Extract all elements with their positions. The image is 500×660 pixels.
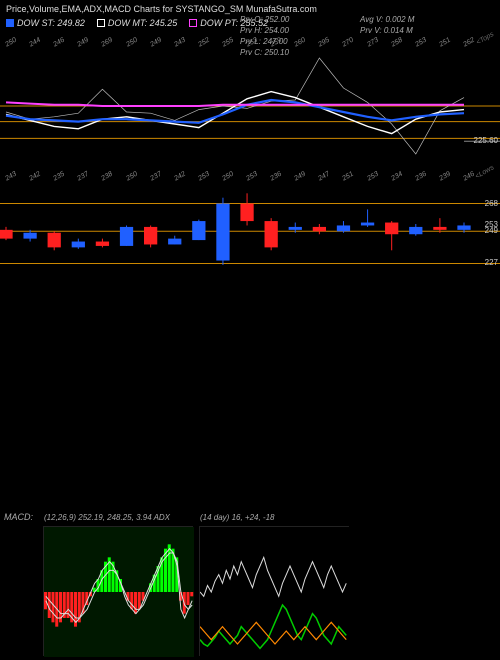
- axis-tick: 255: [221, 37, 235, 49]
- axis-tick: 258: [390, 37, 404, 49]
- axis-tick: 242: [28, 171, 42, 183]
- candle-right-tick: 227: [485, 258, 498, 267]
- axis-tick: 234: [390, 171, 404, 183]
- macd-subtitle: (12,26,9) 252.19, 248.25, 3.94 ADX: [44, 513, 170, 522]
- axis-tick: 244: [28, 37, 42, 49]
- top-axis-1: <Tops 2502442462492692502492432522552532…: [0, 38, 500, 52]
- axis-tick: 239: [438, 171, 452, 183]
- legend-item: DOW ST: 249.82: [6, 18, 85, 28]
- axis-tick: 253: [366, 171, 380, 183]
- candle-right-tick: 249: [485, 226, 498, 235]
- axis-tick: 252: [197, 37, 211, 49]
- axis-tick: 249: [77, 37, 91, 49]
- axis-tick: 246: [52, 37, 66, 49]
- axis-tick: 273: [366, 37, 380, 49]
- axis-tick: 253: [414, 37, 428, 49]
- candle-right-tick: 268: [485, 199, 498, 208]
- axis-tick: 250: [125, 37, 139, 49]
- axis-tick: 249: [294, 171, 308, 183]
- axis-tick: 238: [101, 171, 115, 183]
- candle-chart-area: 268253249227: [0, 186, 500, 281]
- axis-tick: 246: [462, 171, 476, 183]
- ema-chart-area: 225.60: [0, 52, 500, 172]
- axis-tick: 242: [173, 171, 187, 183]
- axis-tick: 251: [342, 171, 356, 183]
- axis-tick: 253: [245, 37, 259, 49]
- axis-tick: 250: [125, 171, 139, 183]
- ema-panel: <Tops 2502442462492692502492432522552532…: [0, 38, 500, 172]
- axis-tick: 269: [101, 37, 115, 49]
- top-axis-2: <Lows 2432422352372382502372422532502532…: [0, 172, 500, 186]
- axis-tick: 253: [197, 171, 211, 183]
- axis-tick: 270: [342, 37, 356, 49]
- axis-tick: 295: [318, 37, 332, 49]
- indicator-row: MACD: (12,26,9) 252.19, 248.25, 3.94 ADX…: [0, 526, 353, 656]
- macd-label: MACD:: [4, 512, 33, 522]
- axis-tick: 236: [269, 171, 283, 183]
- axis-tick: 259: [269, 37, 283, 49]
- axis-tick: 243: [4, 171, 18, 183]
- axis-tick: 251: [438, 37, 452, 49]
- ema-right-tick: 225.60: [474, 136, 498, 145]
- axis-tick: 235: [52, 171, 66, 183]
- chart-title: Price,Volume,EMA,ADX,MACD Charts for SYS…: [6, 4, 494, 14]
- axis-tick: 237: [77, 171, 91, 183]
- candle-panel: <Lows 2432422352372382502372422532502532…: [0, 172, 500, 281]
- axis-tick: 237: [149, 171, 163, 183]
- macd-chart: (12,26,9) 252.19, 248.25, 3.94 ADX: [43, 526, 193, 656]
- axis-tick: 243: [173, 37, 187, 49]
- axis-tick: 236: [414, 171, 428, 183]
- adx-chart: (14 day) 16, +24, -18: [199, 526, 349, 656]
- volume-info: Avg V: 0.002 MPrv V: 0.014 M: [360, 14, 414, 36]
- adx-subtitle: (14 day) 16, +24, -18: [200, 513, 275, 522]
- axis-tick: 260: [294, 37, 308, 49]
- axis-tick: 250: [221, 171, 235, 183]
- axis-tick: 262: [462, 37, 476, 49]
- legend-item: DOW MT: 245.25: [97, 18, 177, 28]
- axis-tick: 247: [318, 171, 332, 183]
- axis-tick: 250: [4, 37, 18, 49]
- axis-tick: 253: [245, 171, 259, 183]
- axis-tick: 249: [149, 37, 163, 49]
